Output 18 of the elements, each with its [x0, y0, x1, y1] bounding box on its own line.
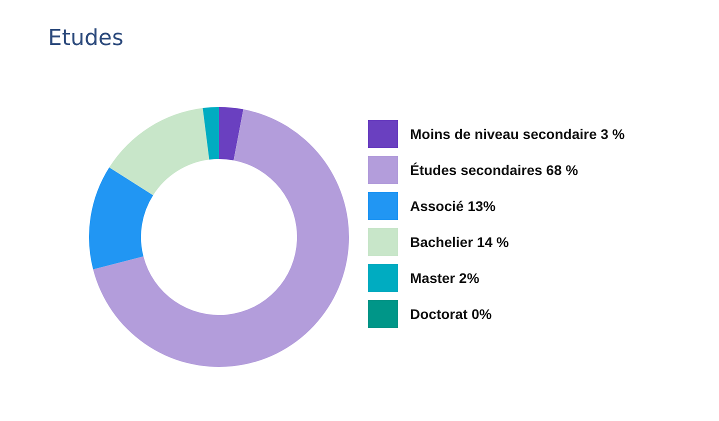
legend-label: Bachelier [410, 234, 474, 250]
legend-label: Associé [410, 198, 464, 214]
legend-label: Master [410, 270, 456, 286]
legend-label: Études secondaires [410, 162, 542, 178]
data-label: 3 % [600, 126, 625, 142]
text: 0% [471, 306, 492, 322]
data-label: 2% [459, 270, 480, 286]
legend-label: Doctorat [410, 306, 468, 322]
data-label: 68 % [546, 162, 578, 178]
legend-label: Moins de niveau secondaire [410, 126, 597, 142]
donut-slice [93, 109, 349, 367]
chart-title: Etudes [48, 26, 124, 51]
data-label: 13% [468, 198, 496, 214]
donut-slice [202, 107, 219, 160]
donut-slice [109, 108, 210, 196]
donut-slice [89, 167, 154, 270]
data-label: 14 % [476, 234, 509, 250]
donut-slice [219, 107, 244, 160]
